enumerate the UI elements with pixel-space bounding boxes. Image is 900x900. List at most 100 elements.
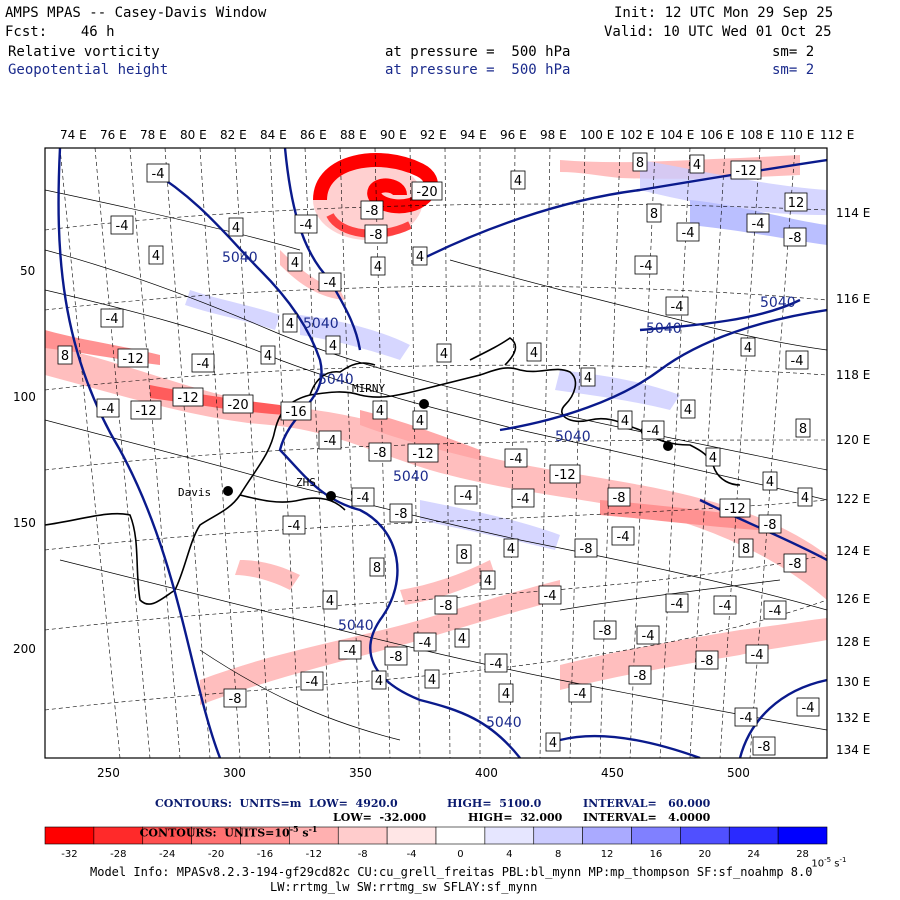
- vorticity-label-text: -4: [617, 530, 630, 545]
- vorticity-label-text: -4: [106, 312, 119, 327]
- vorticity-label-text: -12: [554, 468, 575, 483]
- vorticity-label-box: 4: [372, 400, 388, 420]
- right-tick-label: 114 E: [836, 206, 871, 220]
- colorbar-tick-label: 12: [601, 849, 614, 860]
- vorticity-label-text: 4: [152, 249, 160, 264]
- right-tick-label: 120 E: [836, 433, 871, 447]
- map-field-layer: MIRNY Davis ZHS CA 5040 5040 5040 5040 5…: [45, 148, 827, 758]
- vorticity-label-box: -4: [665, 296, 689, 316]
- vorticity-label-text: 4: [584, 371, 592, 386]
- colorbar-unit-s: s: [831, 858, 840, 870]
- vorticity-label-text: 4: [329, 339, 337, 354]
- right-tick-label: 118 E: [836, 368, 871, 382]
- vorticity-label-text: 4: [440, 347, 448, 362]
- colorbar-tick-label: 0: [457, 849, 463, 860]
- vorticity-label-box: -4: [294, 214, 318, 234]
- field2-level: at pressure = 500 hPa: [385, 62, 571, 78]
- colorbar-tick-label: 28: [796, 849, 809, 860]
- vorticity-label-box: 4: [503, 538, 519, 558]
- vorticity-label-text: -12: [122, 352, 143, 367]
- vorticity-label-text: -4: [344, 644, 357, 659]
- colorbar-tick-label: 16: [650, 849, 663, 860]
- colorbar-tick-label: 20: [698, 849, 711, 860]
- top-tick-label: 90 E: [380, 128, 407, 142]
- colorbar-swatch: [337, 826, 388, 845]
- height-label: 5040: [318, 372, 354, 388]
- height-contour-units: CONTOURS: UNITS=m LOW= 4920.0: [155, 797, 398, 810]
- vorticity-label-box: -4: [785, 350, 809, 370]
- vorticity-label-text: -4: [306, 675, 319, 690]
- vorticity-label-text: -4: [419, 636, 432, 651]
- vorticity-label-box: -4: [300, 671, 324, 691]
- vorticity-label-box: -8: [368, 442, 392, 462]
- vorticity-label-text: 4: [291, 256, 299, 271]
- top-tick-label: 106 E: [700, 128, 735, 142]
- vorticity-label-text: 8: [636, 156, 644, 171]
- mirny-station-marker: [419, 399, 429, 409]
- vorticity-label-box: 8: [646, 203, 662, 223]
- vorticity-label-box: 4: [510, 170, 526, 190]
- vorticity-label-text: -4: [647, 424, 660, 439]
- vorticity-label-text: -20: [227, 398, 248, 413]
- field1-smooth: sm= 2: [772, 44, 815, 60]
- forecast-hour: Fcst: 46 h: [5, 24, 115, 40]
- vorticity-label-box: -8: [752, 736, 776, 756]
- top-tick-label: 104 E: [660, 128, 695, 142]
- vorticity-label-text: 4: [232, 221, 240, 236]
- vorticity-label-box: -4: [146, 163, 170, 183]
- vorticity-label-box: -4: [641, 420, 665, 440]
- vorticity-label-text: -8: [789, 231, 802, 246]
- bottom-tick-label: 350: [349, 766, 372, 780]
- vorticity-label-box: 4: [545, 732, 561, 752]
- vorticity-label-text: -8: [789, 557, 802, 572]
- vorticity-label-box: 4: [480, 570, 496, 590]
- vorticity-label-text: 4: [709, 451, 717, 466]
- top-tick-label: 112 E: [820, 128, 855, 142]
- vorticity-label-box: -4: [796, 697, 820, 717]
- top-tick-label: 88 E: [340, 128, 367, 142]
- top-tick-label: 74 E: [60, 128, 87, 142]
- vorticity-label-text: -4: [642, 629, 655, 644]
- model-info-line1: Model Info: MPASv8.2.3-194-gf29cd82c CU:…: [90, 865, 813, 879]
- colorbar-tick-label: -24: [159, 849, 175, 860]
- colorbar-unit-sexp: -1: [839, 856, 847, 864]
- right-tick-label: 130 E: [836, 675, 871, 689]
- top-tick-label: 84 E: [260, 128, 287, 142]
- vorticity-label-box: -4: [746, 213, 770, 233]
- bottom-tick-label: 300: [223, 766, 246, 780]
- vorticity-label-box: -8: [389, 503, 413, 523]
- coastline: [45, 337, 741, 605]
- vorticity-label-box: -4: [100, 308, 124, 328]
- right-tick-label: 126 E: [836, 592, 871, 606]
- vorticity-label-box: -4: [351, 487, 375, 507]
- vorticity-label-text: -4: [752, 217, 765, 232]
- vorticity-label-text: 4: [264, 349, 272, 364]
- vorticity-label-box: -4: [734, 707, 758, 727]
- vorticity-units-s: s: [298, 826, 309, 840]
- vorticity-label-box: -4: [538, 585, 562, 605]
- vorticity-label-box: -4: [318, 430, 342, 450]
- vorticity-label-box: -16: [280, 401, 312, 421]
- colorbar-swatch: [582, 826, 632, 845]
- vorticity-label-text: 4: [484, 574, 492, 589]
- vorticity-label-text: -8: [370, 228, 383, 243]
- vorticity-label-text: 4: [744, 341, 752, 356]
- vorticity-label-text: -4: [719, 599, 732, 614]
- vorticity-label-box: -4: [745, 644, 769, 664]
- vorticity-label-box: -8: [360, 200, 384, 220]
- colorbar-unit: 10-5 s-1: [805, 845, 846, 869]
- vorticity-label-box: -4: [676, 222, 700, 242]
- vorticity-contour-interval: INTERVAL= 4.0000: [583, 811, 711, 824]
- vorticity-label-text: 8: [61, 349, 69, 364]
- vorticity-label-box: -4: [504, 448, 528, 468]
- vorticity-label-text: -8: [440, 599, 453, 614]
- vorticity-label-text: -12: [135, 404, 156, 419]
- vorticity-label-box: 4: [260, 345, 276, 365]
- height-contour-labels: 5040 5040 5040 5040 5040 5040 5040 5040 …: [222, 250, 796, 731]
- vorticity-label-box: -12: [549, 464, 581, 484]
- top-tick-label: 82 E: [220, 128, 247, 142]
- vorticity-label-box: -8: [695, 650, 719, 670]
- vorticity-label-box: 4: [412, 410, 428, 430]
- top-tick-label: 86 E: [300, 128, 327, 142]
